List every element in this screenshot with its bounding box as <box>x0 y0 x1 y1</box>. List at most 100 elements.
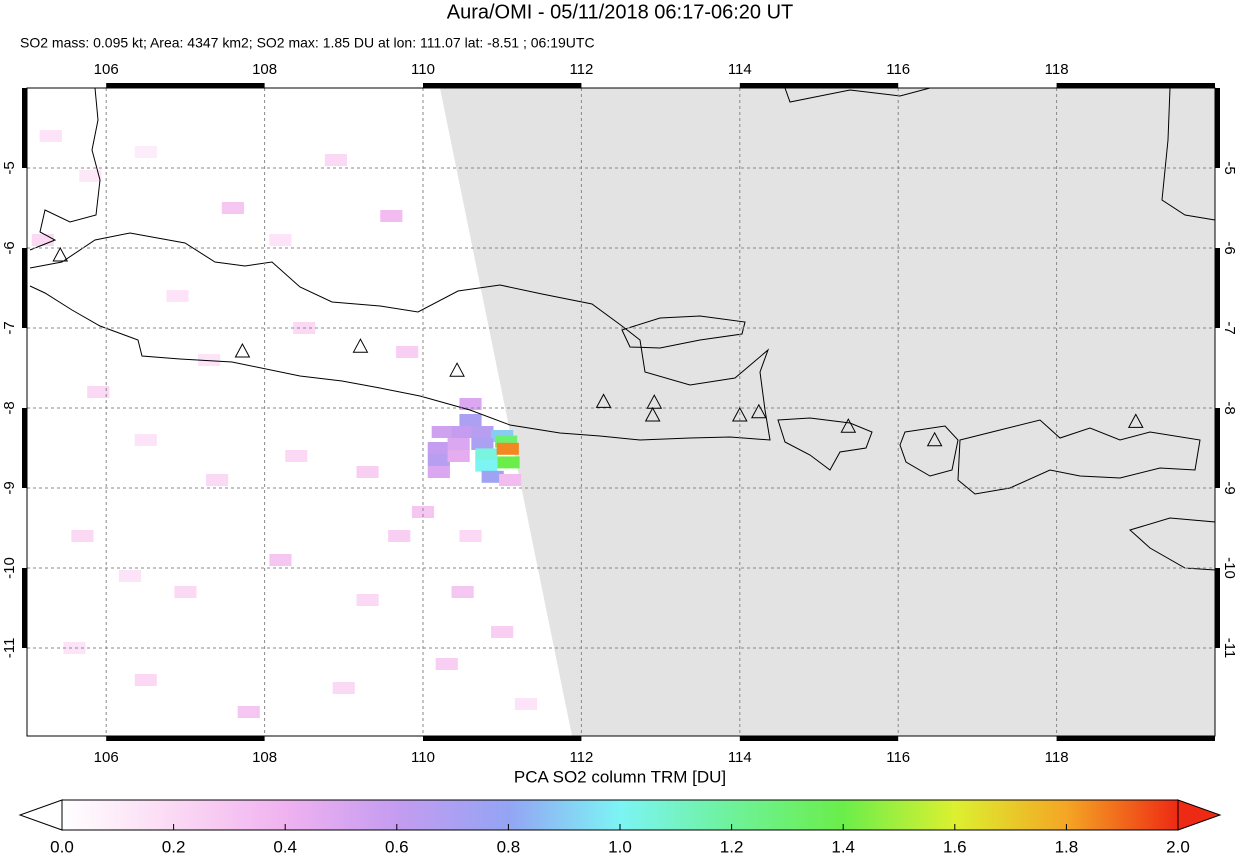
so2-pixel <box>71 530 94 542</box>
coastline <box>29 87 101 251</box>
so2-pixel <box>459 398 482 410</box>
y-tick-label: -5 <box>1221 161 1238 174</box>
x-tick-label: 118 <box>1045 749 1069 766</box>
volcano-marker <box>644 406 661 422</box>
coastline <box>777 417 873 471</box>
so2-pixel <box>491 626 514 638</box>
so2-pixel <box>475 448 498 461</box>
colorbar-tick-label: 0.4 <box>273 837 297 855</box>
so2-pixel <box>324 154 347 166</box>
volcano-marker <box>352 338 369 353</box>
so2-pixel <box>118 570 142 582</box>
so2-pixel <box>459 414 482 426</box>
so2-pixel <box>87 386 110 398</box>
volcanoes <box>52 246 1144 447</box>
x-tick-label: 106 <box>94 749 119 766</box>
so2-pixel <box>285 450 308 462</box>
so2-pixel <box>134 434 157 446</box>
so2-pixel <box>471 426 494 438</box>
grid <box>27 88 1215 736</box>
so2-pixel <box>475 459 498 472</box>
colorbar-tick-label: 0.6 <box>385 837 409 855</box>
so2-pixel <box>447 438 470 450</box>
colorbar-tick-label: 1.8 <box>1055 837 1079 855</box>
so2-pixel <box>451 586 474 598</box>
so2-pixel <box>514 698 538 710</box>
coastline <box>957 419 1201 495</box>
frame-bar <box>1215 248 1220 328</box>
coastlines <box>29 87 1216 571</box>
volcano-marker <box>840 418 857 433</box>
x-tick-label: 116 <box>886 749 910 766</box>
volcano-marker <box>926 431 943 447</box>
y-tick-label: -9 <box>1 481 18 494</box>
y-tick-label: -6 <box>1 241 18 254</box>
frame-bar <box>739 83 899 88</box>
x-tick-label: 108 <box>252 749 277 766</box>
so2-pixel <box>497 456 520 469</box>
so2-pixel <box>496 442 519 455</box>
frame-bar <box>423 83 582 88</box>
y-tick-label: -8 <box>1221 401 1238 414</box>
so2-pixel <box>499 474 522 486</box>
y-tick-label: -11 <box>1221 638 1238 659</box>
frame-bar <box>1215 88 1220 168</box>
colorbar-over-arrow <box>1177 799 1222 831</box>
frame-bar <box>106 83 265 88</box>
y-tick-label: -8 <box>1 401 18 414</box>
so2-pixel <box>205 474 229 486</box>
y-tick-label: -7 <box>1221 321 1238 334</box>
so2-pixel <box>411 506 435 518</box>
coastline <box>29 232 771 441</box>
colorbar-tick-label: 1.6 <box>943 837 967 855</box>
so2-pixel <box>431 426 454 438</box>
frame-bar <box>1215 408 1220 488</box>
x-tick-label: 114 <box>728 61 752 78</box>
so2-pixel <box>388 530 411 542</box>
subtitle: SO2 mass: 0.095 kt; Area: 4347 km2; SO2 … <box>20 35 595 51</box>
volcano-marker <box>750 403 767 419</box>
y-tick-label: -9 <box>1221 481 1238 494</box>
so2-pixel <box>459 530 482 542</box>
frame-bar <box>1056 83 1215 88</box>
so2-pixel <box>269 554 292 566</box>
so2-pixel <box>39 130 62 142</box>
x-tick-label: 118 <box>1045 61 1069 78</box>
y-tick-label: -6 <box>1221 241 1238 254</box>
so2-pixel <box>332 682 355 694</box>
volcano-marker <box>234 342 251 358</box>
colorbar-tick-label: 0.0 <box>50 837 74 855</box>
x-tick-label: 108 <box>252 61 277 78</box>
y-tick-label: -5 <box>1 161 18 174</box>
so2-pixel <box>356 594 379 606</box>
so2-pixels <box>31 130 538 718</box>
so2-pixel <box>198 354 221 366</box>
so2-pixel <box>435 658 458 670</box>
frame-bar <box>1215 568 1220 648</box>
title: Aura/OMI - 05/11/2018 06:17-06:20 UT <box>447 1 794 23</box>
colorbar-tick-label: 0.8 <box>497 837 521 855</box>
colorbar-tick-label: 1.2 <box>720 837 744 855</box>
frame-bars <box>22 83 1220 741</box>
colorbar: PCA SO2 column TRM [DU] 0.0 0.2 0.4 0.6 0.8 1… <box>18 767 1222 855</box>
coastline <box>899 425 959 477</box>
frame-bar <box>1056 736 1215 741</box>
so2-pixel <box>451 426 474 438</box>
x-tick-label: 116 <box>886 61 910 78</box>
volcano-marker <box>52 246 69 262</box>
so2-pixel <box>166 290 189 302</box>
frame-bar <box>106 736 265 741</box>
colorbar-tick-label: 1.4 <box>831 837 855 855</box>
colorbar-tick-label: 0.2 <box>162 837 186 855</box>
plot-area <box>22 83 1220 741</box>
colorbar-under-arrow <box>18 799 63 831</box>
frame-bar <box>22 568 27 648</box>
x-tick-label: 110 <box>411 749 435 766</box>
y-tick-label: -10 <box>1221 557 1238 579</box>
no-data-region <box>440 88 1215 736</box>
volcano-marker <box>646 394 663 409</box>
volcano-marker <box>449 362 465 377</box>
so2-pixel <box>427 442 450 454</box>
so2-pixel <box>396 346 419 358</box>
